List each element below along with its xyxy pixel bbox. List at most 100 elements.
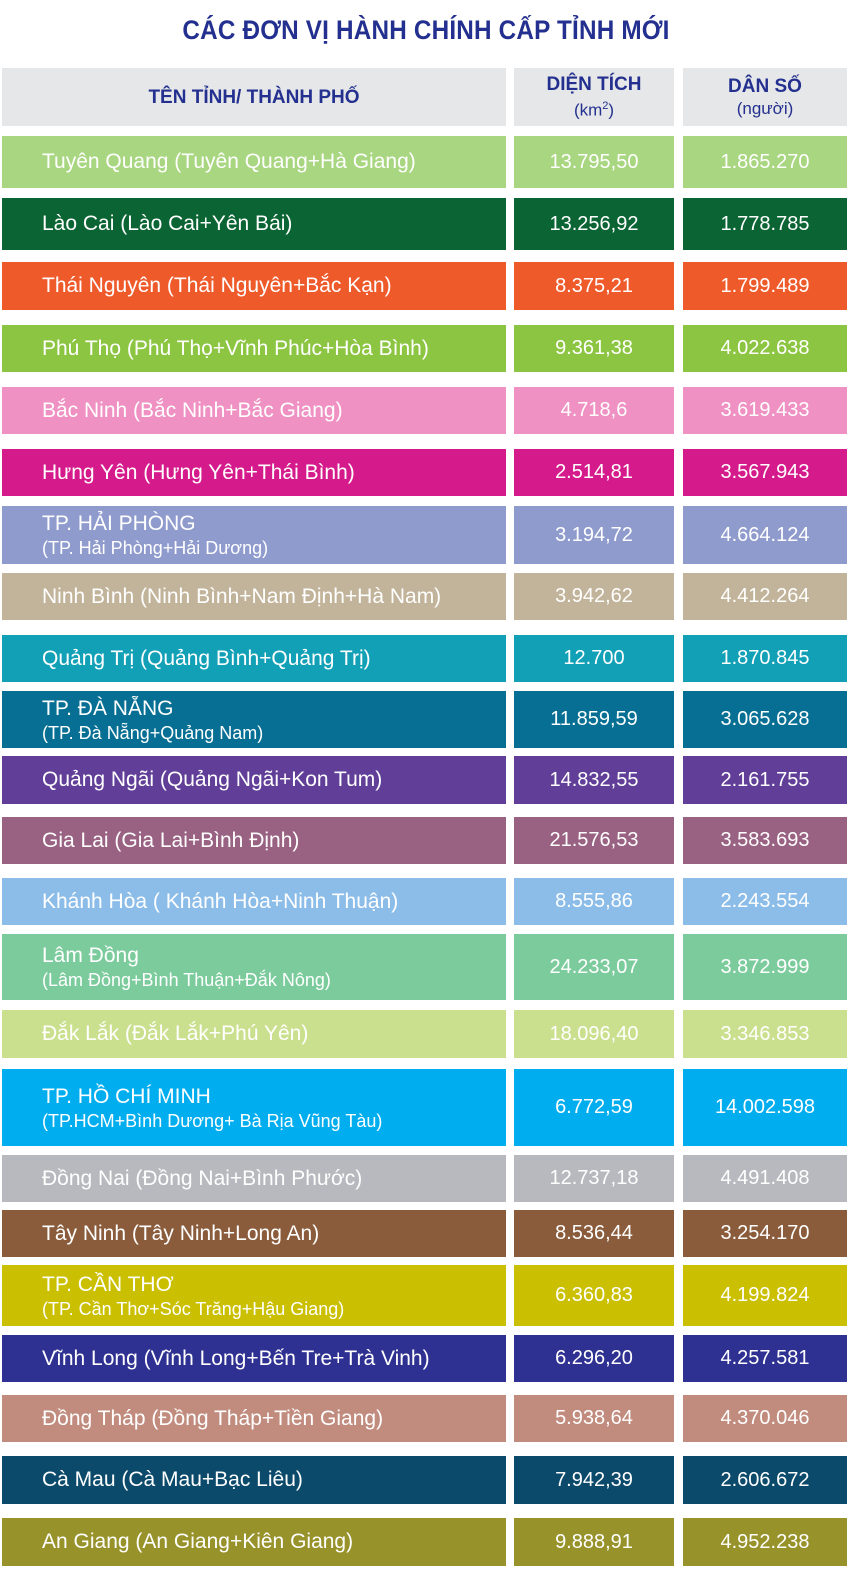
province-merged-from: (TP. Cần Thơ+Sóc Trăng+Hậu Giang) (42, 1298, 345, 1319)
header-area: DIỆN TÍCH (km2) (514, 68, 674, 126)
province-name-cell: Lâm Đồng (Lâm Đồng+Bình Thuận+Đắk Nông) (2, 934, 506, 1000)
province-name-cell: TP. CẦN THƠ (TP. Cần Thơ+Sóc Trăng+Hậu Gi… (2, 1265, 506, 1326)
province-name: Gia Lai (Gia Lai+Bình Định) (42, 828, 300, 852)
province-name-cell: Bắc Ninh (Bắc Ninh+Bắc Giang) (2, 387, 506, 434)
population-cell: 2.606.672 (683, 1456, 847, 1504)
population-cell: 1.778.785 (683, 198, 847, 250)
population-cell: 2.161.755 (683, 756, 847, 804)
header-pop-unit: (người) (736, 99, 794, 118)
area-cell: 21.576,53 (514, 817, 674, 864)
population-cell: 3.254.170 (683, 1210, 847, 1257)
population-cell: 4.491.408 (683, 1155, 847, 1202)
header-name: TÊN TỈNH/ THÀNH PHỐ (2, 68, 506, 126)
province-name-cell: Đồng Nai (Đồng Nai+Bình Phước) (2, 1155, 506, 1202)
province-name: Bắc Ninh (Bắc Ninh+Bắc Giang) (42, 398, 343, 422)
province-name: Quảng Trị (Quảng Bình+Quảng Trị) (42, 646, 371, 670)
area-cell: 14.832,55 (514, 756, 674, 804)
province-name: Tây Ninh (Tây Ninh+Long An) (42, 1221, 320, 1245)
header-area-unit: (km2) (573, 100, 615, 120)
population-cell: 2.243.554 (683, 878, 847, 925)
area-cell: 5.938,64 (514, 1395, 674, 1442)
area-cell: 6.772,59 (514, 1069, 674, 1146)
population-cell: 4.664.124 (683, 506, 847, 564)
province-name-cell: Phú Thọ (Phú Thọ+Vĩnh Phúc+Hòa Bình) (2, 325, 506, 372)
province-name-cell: Quảng Ngãi (Quảng Ngãi+Kon Tum) (2, 756, 506, 804)
area-cell: 18.096,40 (514, 1010, 674, 1058)
province-name: Thái Nguyên (Thái Nguyên+Bắc Kạn) (42, 274, 392, 297)
province-name: TP. CẦN THƠ (42, 1272, 174, 1296)
area-cell: 8.375,21 (514, 262, 674, 310)
header-area-label: DIỆN TÍCH (546, 74, 642, 96)
province-name: TP. ĐÀ NẴNG (42, 696, 174, 720)
province-name-cell: Vĩnh Long (Vĩnh Long+Bến Tre+Trà Vinh) (2, 1335, 506, 1382)
province-name: Khánh Hòa ( Khánh Hòa+Ninh Thuận) (42, 889, 399, 913)
area-cell: 2.514,81 (514, 449, 674, 496)
area-cell: 3.942,62 (514, 573, 674, 620)
area-cell: 13.795,50 (514, 136, 674, 188)
province-name-cell: Hưng Yên (Hưng Yên+Thái Bình) (2, 449, 506, 496)
area-cell: 6.296,20 (514, 1335, 674, 1382)
area-cell: 8.555,86 (514, 878, 674, 925)
province-name-cell: Thái Nguyên (Thái Nguyên+Bắc Kạn) (2, 262, 506, 310)
province-name: TP. HỒ CHÍ MINH (42, 1084, 211, 1108)
population-cell: 4.022.638 (683, 325, 847, 372)
province-name-cell: An Giang (An Giang+Kiên Giang) (2, 1518, 506, 1566)
area-cell: 6.360,83 (514, 1265, 674, 1326)
province-name-cell: Tây Ninh (Tây Ninh+Long An) (2, 1210, 506, 1257)
header-name-label: TÊN TỈNH/ THÀNH PHỐ (148, 86, 360, 108)
area-cell: 9.888,91 (514, 1518, 674, 1566)
province-merged-from: (TP.HCM+Bình Dương+ Bà Rịa Vũng Tàu) (42, 1110, 383, 1131)
page-title: CÁC ĐƠN VỊ HÀNH CHÍNH CẤP TỈNH MỚI (182, 14, 670, 45)
population-cell: 4.370.046 (683, 1395, 847, 1442)
population-cell: 3.065.628 (683, 691, 847, 748)
province-name-cell: Đắk Lắk (Đắk Lắk+Phú Yên) (2, 1010, 506, 1058)
population-cell: 3.583.693 (683, 817, 847, 864)
area-cell: 13.256,92 (514, 198, 674, 250)
population-cell: 4.199.824 (683, 1265, 847, 1326)
area-cell: 12.700 (514, 635, 674, 682)
province-name: Đồng Nai (Đồng Nai+Bình Phước) (42, 1166, 363, 1190)
province-name: Phú Thọ (Phú Thọ+Vĩnh Phúc+Hòa Bình) (42, 336, 429, 360)
province-name: Ninh Bình (Ninh Bình+Nam Định+Hà Nam) (42, 584, 442, 608)
province-merged-from: (TP. Đà Nẵng+Quảng Nam) (42, 722, 264, 743)
population-cell: 1.799.489 (683, 262, 847, 310)
population-cell: 3.872.999 (683, 934, 847, 1000)
population-cell: 3.346.853 (683, 1010, 847, 1058)
province-name: Quảng Ngãi (Quảng Ngãi+Kon Tum) (42, 768, 383, 791)
area-cell: 8.536,44 (514, 1210, 674, 1257)
province-name-cell: TP. ĐÀ NẴNG (TP. Đà Nẵng+Quảng Nam) (2, 691, 506, 748)
population-cell: 1.870.845 (683, 635, 847, 682)
province-name: An Giang (An Giang+Kiên Giang) (42, 1530, 354, 1553)
province-name-cell: Cà Mau (Cà Mau+Bạc Liêu) (2, 1456, 506, 1504)
province-merged-from: (Lâm Đồng+Bình Thuận+Đắk Nông) (42, 970, 331, 990)
header-pop: DÂN SỐ (người) (683, 68, 847, 126)
province-name: Đắk Lắk (Đắk Lắk+Phú Yên) (42, 1022, 309, 1045)
province-name-cell: TP. HỒ CHÍ MINH (TP.HCM+Bình Dương+ Bà Rị… (2, 1069, 506, 1146)
province-name: Đồng Tháp (Đồng Tháp+Tiền Giang) (42, 1406, 384, 1430)
area-cell: 24.233,07 (514, 934, 674, 1000)
area-cell: 4.718,6 (514, 387, 674, 434)
population-cell: 3.619.433 (683, 387, 847, 434)
province-name: Vĩnh Long (Vĩnh Long+Bến Tre+Trà Vinh) (42, 1346, 430, 1370)
province-name-cell: Tuyên Quang (Tuyên Quang+Hà Giang) (2, 136, 506, 188)
province-name: Lào Cai (Lào Cai+Yên Bái) (42, 212, 293, 235)
population-cell: 4.952.238 (683, 1518, 847, 1566)
province-name: TP. HẢI PHÒNG (42, 512, 196, 535)
province-name-cell: Lào Cai (Lào Cai+Yên Bái) (2, 198, 506, 250)
population-cell: 14.002.598 (683, 1069, 847, 1146)
province-name-cell: Khánh Hòa ( Khánh Hòa+Ninh Thuận) (2, 878, 506, 925)
province-merged-from: (TP. Hải Phòng+Hải Dương) (42, 538, 269, 558)
province-name-cell: Đồng Tháp (Đồng Tháp+Tiền Giang) (2, 1395, 506, 1442)
province-name: Hưng Yên (Hưng Yên+Thái Bình) (42, 460, 355, 484)
province-name: Lâm Đồng (42, 944, 139, 967)
header-pop-label: DÂN SỐ (728, 76, 802, 97)
population-cell: 1.865.270 (683, 136, 847, 188)
population-cell: 3.567.943 (683, 449, 847, 496)
area-cell: 3.194,72 (514, 506, 674, 564)
province-name-cell: Ninh Bình (Ninh Bình+Nam Định+Hà Nam) (2, 573, 506, 620)
area-cell: 9.361,38 (514, 325, 674, 372)
province-name-cell: Quảng Trị (Quảng Bình+Quảng Trị) (2, 635, 506, 682)
area-cell: 11.859,59 (514, 691, 674, 748)
province-name: Tuyên Quang (Tuyên Quang+Hà Giang) (42, 150, 416, 173)
